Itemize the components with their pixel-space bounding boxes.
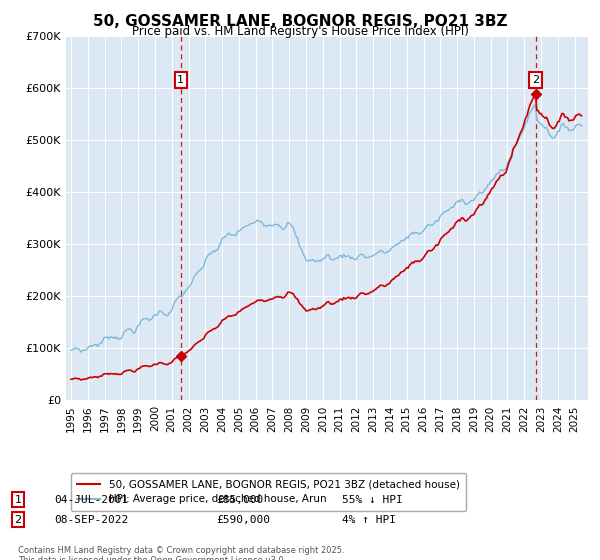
Text: 50, GOSSAMER LANE, BOGNOR REGIS, PO21 3BZ: 50, GOSSAMER LANE, BOGNOR REGIS, PO21 3B… (93, 14, 507, 29)
Text: 2: 2 (532, 75, 539, 85)
Text: Contains HM Land Registry data © Crown copyright and database right 2025.
This d: Contains HM Land Registry data © Crown c… (18, 546, 344, 560)
Text: £590,000: £590,000 (216, 515, 270, 525)
Text: 2: 2 (14, 515, 22, 525)
Text: 08-SEP-2022: 08-SEP-2022 (54, 515, 128, 525)
Text: 55% ↓ HPI: 55% ↓ HPI (342, 494, 403, 505)
Legend: 50, GOSSAMER LANE, BOGNOR REGIS, PO21 3BZ (detached house), HPI: Average price, : 50, GOSSAMER LANE, BOGNOR REGIS, PO21 3B… (71, 473, 466, 511)
Text: 1: 1 (178, 75, 184, 85)
Text: Price paid vs. HM Land Registry's House Price Index (HPI): Price paid vs. HM Land Registry's House … (131, 25, 469, 38)
Text: 04-JUL-2001: 04-JUL-2001 (54, 494, 128, 505)
Text: 4% ↑ HPI: 4% ↑ HPI (342, 515, 396, 525)
Text: 1: 1 (14, 494, 22, 505)
Text: £85,000: £85,000 (216, 494, 263, 505)
